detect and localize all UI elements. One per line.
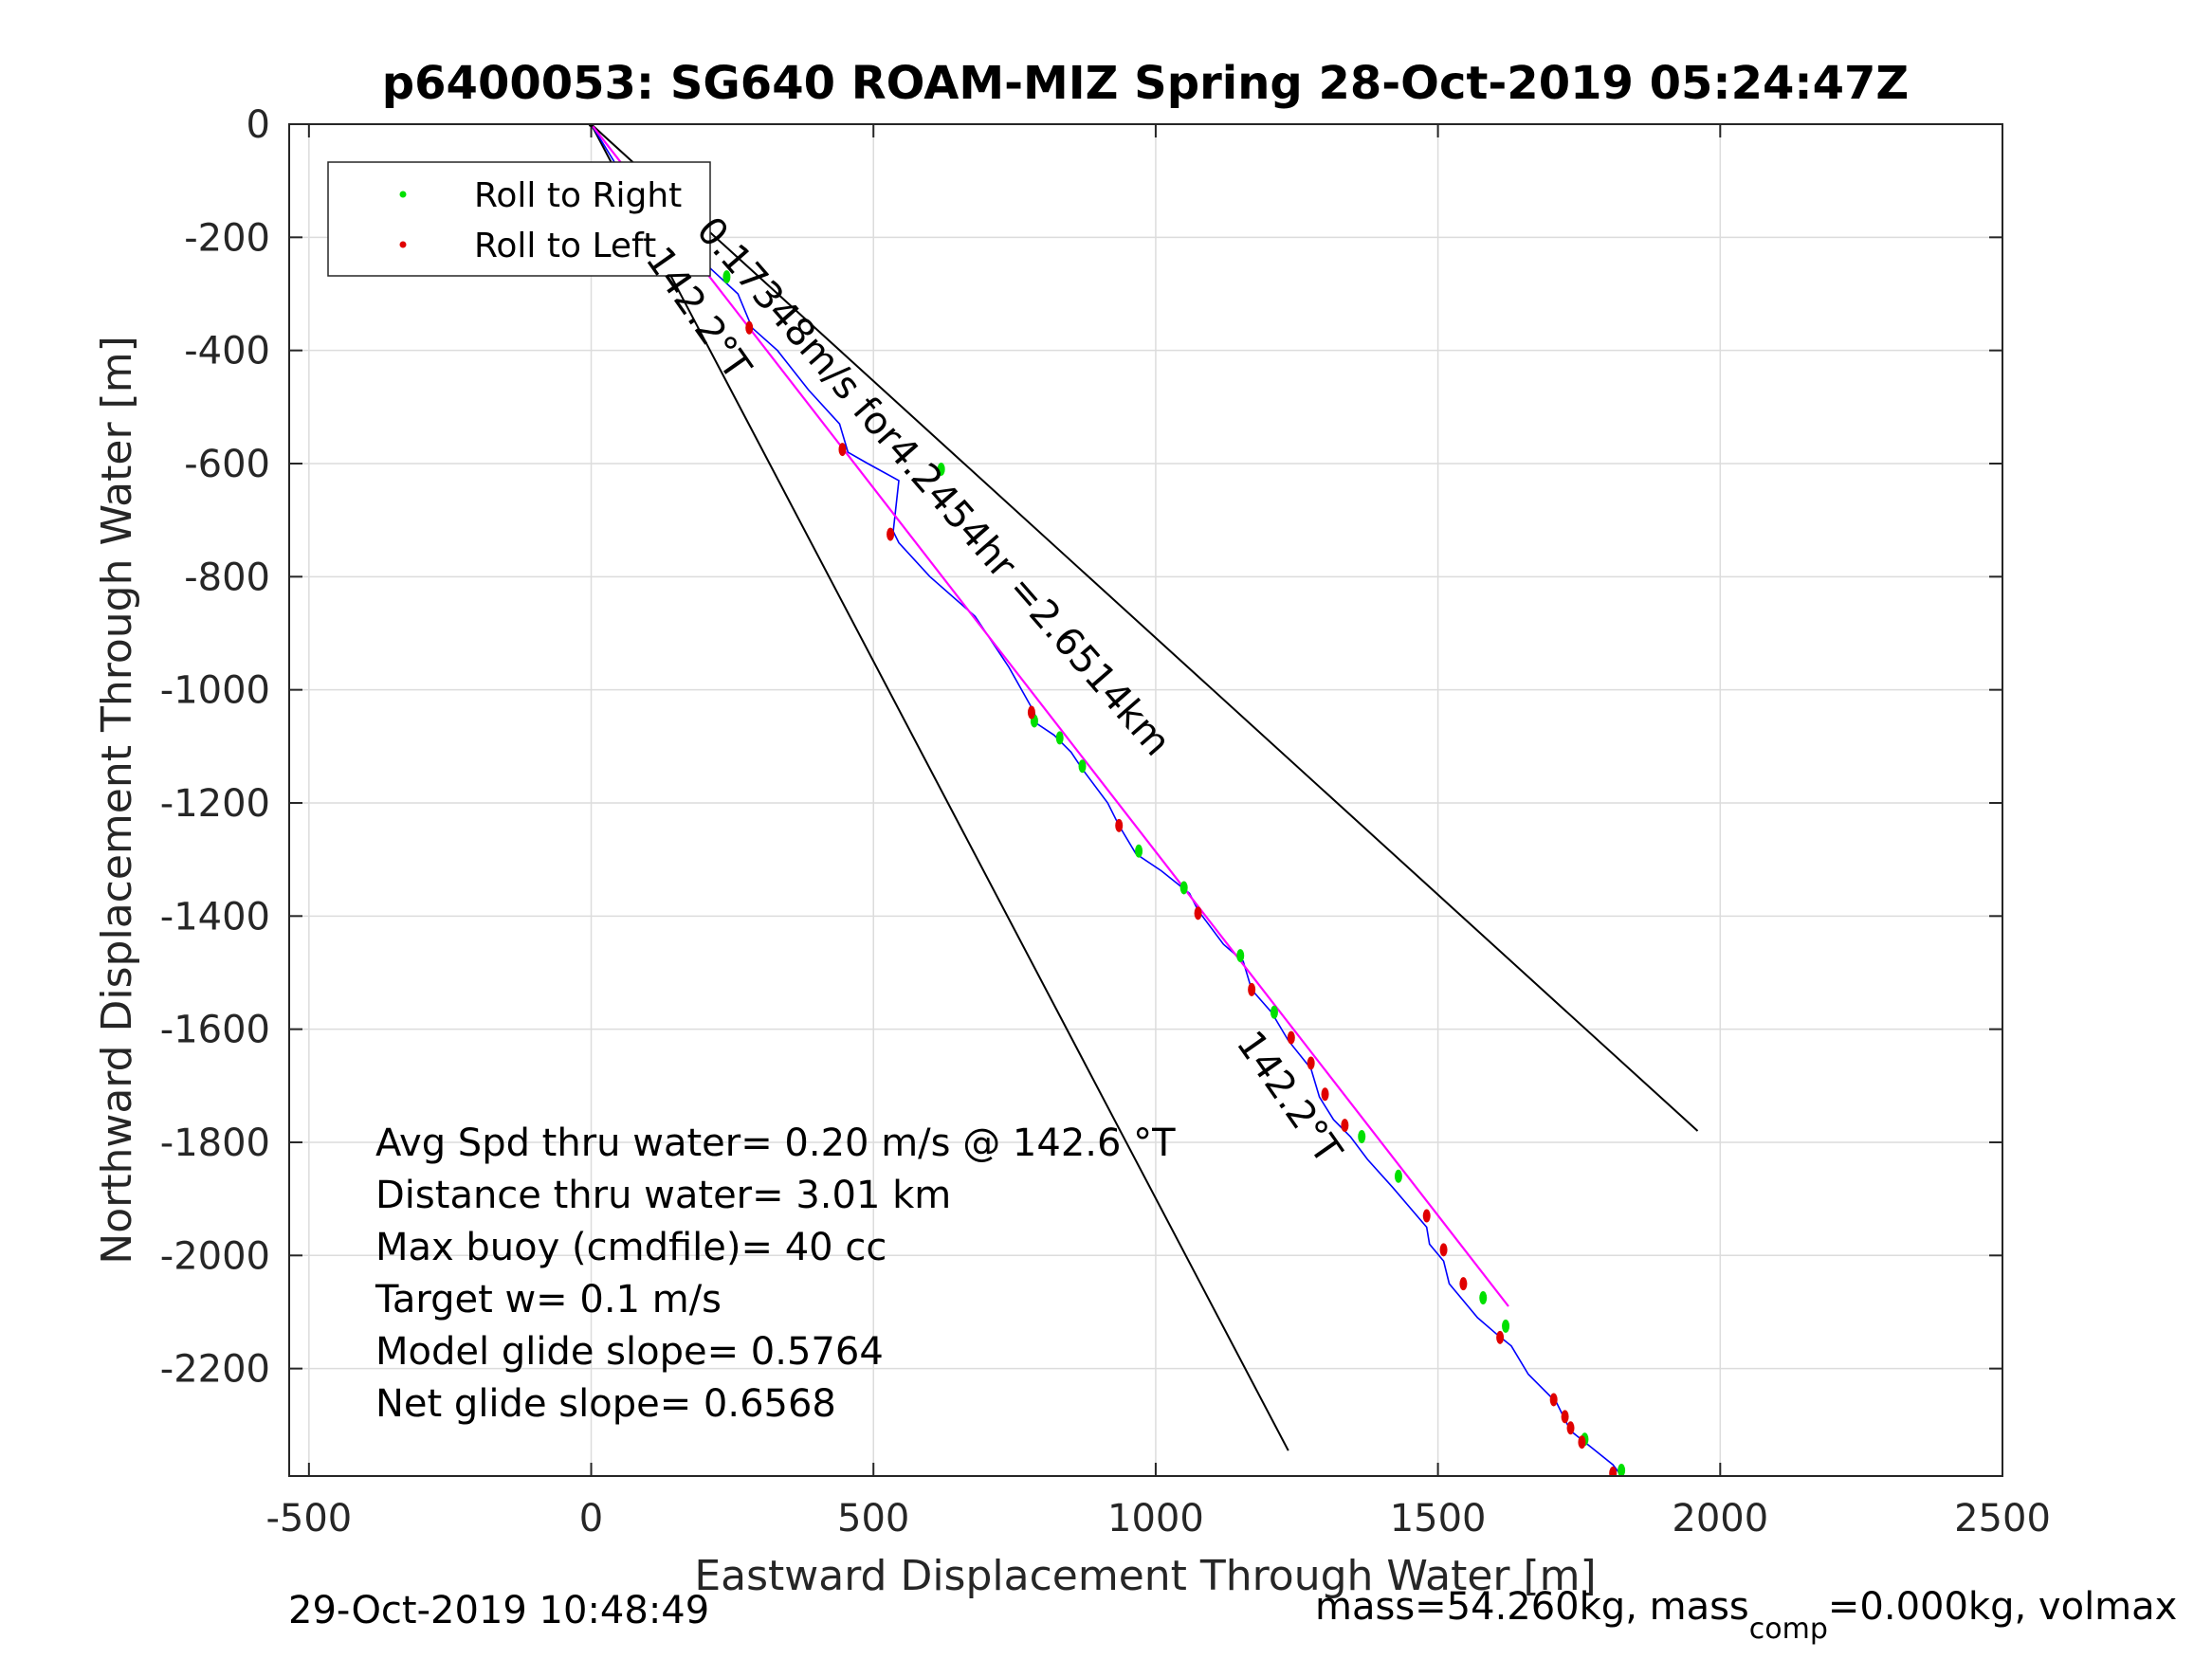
legend-box — [327, 161, 711, 277]
point-roll-left — [1027, 705, 1035, 720]
point-roll-right — [1179, 881, 1188, 895]
point-roll-left — [1422, 1209, 1431, 1223]
y-tick-label: -1800 — [160, 1121, 270, 1165]
grid-lines — [289, 123, 2003, 1476]
point-roll-right — [1479, 1291, 1488, 1305]
point-roll-right — [1055, 731, 1064, 745]
point-roll-right — [722, 270, 731, 284]
footer-mass-sub: comp — [1749, 1613, 1828, 1646]
plot-area — [289, 124, 2002, 1476]
point-roll-left — [1561, 1410, 1569, 1424]
point-roll-left — [1194, 906, 1202, 921]
x-tick-label: 1000 — [1107, 1497, 1204, 1540]
stat-net-glide-slope: Net glide slope= 0.6568 — [375, 1382, 836, 1426]
point-roll-left — [1115, 818, 1124, 832]
x-axis-label: Eastward Displacement Through Water [m] — [694, 1552, 1596, 1600]
legend-label-roll-left: Roll to Left — [474, 227, 656, 265]
series-bearing-line-lower — [590, 124, 1289, 1451]
stat-target-w: Target w= 0.1 m/s — [375, 1278, 722, 1322]
legend-label-roll-right: Roll to Right — [474, 176, 682, 215]
footer-timestamp: 29-Oct-2019 10:48:49 — [288, 1589, 709, 1632]
series-bearing-line-upper — [590, 124, 1699, 1132]
point-roll-left — [1549, 1393, 1558, 1407]
point-roll-right — [1618, 1464, 1626, 1476]
y-tick-label: -2200 — [160, 1348, 270, 1392]
chart-title: p6400053: SG640 ROAM-MIZ Spring 28-Oct-2… — [382, 57, 1909, 110]
legend-marker-roll-left — [399, 241, 407, 248]
footer-mass-info: mass=54.260kg, masscomp=0.000kg, volmax — [1315, 1585, 2177, 1646]
stat-distance: Distance thru water= 3.01 km — [375, 1174, 951, 1217]
point-roll-left — [1459, 1277, 1468, 1291]
y-tick-label: -600 — [184, 443, 270, 486]
point-roll-right — [1078, 759, 1087, 774]
axis-ticks: -500 0 500 1000 1500 2000 2500 0 -200 -400 -600 -80… — [160, 103, 2051, 1540]
x-tick-label: -500 — [265, 1497, 352, 1540]
point-roll-left — [1496, 1330, 1505, 1344]
point-roll-right — [1135, 844, 1143, 858]
y-tick-label: -400 — [184, 330, 270, 374]
series-track — [590, 124, 1622, 1476]
point-roll-right — [937, 462, 945, 476]
y-tick-label: -800 — [184, 556, 270, 599]
point-roll-left — [838, 443, 847, 457]
footer-mass-b: =0.000kg, volmax — [1828, 1585, 2177, 1629]
point-roll-right — [1236, 949, 1245, 963]
point-roll-left — [1439, 1243, 1448, 1257]
point-roll-left — [1566, 1421, 1575, 1435]
legend: Roll to Right Roll to Left — [327, 161, 711, 277]
legend-marker-roll-right — [399, 191, 407, 198]
x-tick-label: 2000 — [1672, 1497, 1768, 1540]
x-tick-label: 1500 — [1390, 1497, 1487, 1540]
stat-max-buoy: Max buoy (cmdfile)= 40 cc — [375, 1226, 887, 1269]
point-roll-left — [1609, 1467, 1618, 1476]
stats-block: Avg Spd thru water= 0.20 m/s @ 142.6 °T … — [375, 1121, 1176, 1426]
point-roll-left — [887, 527, 895, 541]
stat-model-glide-slope: Model glide slope= 0.5764 — [375, 1330, 884, 1374]
y-tick-label: -1400 — [160, 895, 270, 939]
point-roll-left — [1321, 1087, 1329, 1102]
y-tick-label: -1200 — [160, 782, 270, 826]
x-tick-label: 0 — [579, 1497, 603, 1540]
point-roll-right — [1358, 1130, 1366, 1144]
y-tick-label: -1600 — [160, 1009, 270, 1052]
point-roll-left — [1307, 1056, 1315, 1070]
x-tick-label: 2500 — [1954, 1497, 2051, 1540]
point-roll-left — [745, 320, 754, 335]
data-layer — [588, 124, 1699, 1476]
point-roll-right — [1270, 1005, 1278, 1019]
y-axis-label: Northward Displacement Through Water [m] — [93, 336, 141, 1264]
point-roll-right — [1502, 1319, 1510, 1333]
y-tick-label: -200 — [184, 216, 270, 260]
point-roll-left — [1287, 1030, 1295, 1045]
y-tick-label: 0 — [247, 103, 270, 147]
series-net-track — [590, 124, 1509, 1307]
footer-mass-a: mass=54.260kg, mass — [1315, 1585, 1749, 1629]
x-tick-label: 500 — [837, 1497, 909, 1540]
point-roll-left — [1578, 1435, 1586, 1449]
axes-frame — [288, 123, 2003, 1477]
point-roll-left — [1341, 1119, 1349, 1133]
point-roll-right — [1394, 1169, 1402, 1183]
y-tick-label: -1000 — [160, 669, 270, 713]
point-roll-left — [1248, 982, 1256, 996]
stat-avg-speed: Avg Spd thru water= 0.20 m/s @ 142.6 °T — [375, 1121, 1176, 1165]
y-tick-label: -2000 — [160, 1234, 270, 1278]
